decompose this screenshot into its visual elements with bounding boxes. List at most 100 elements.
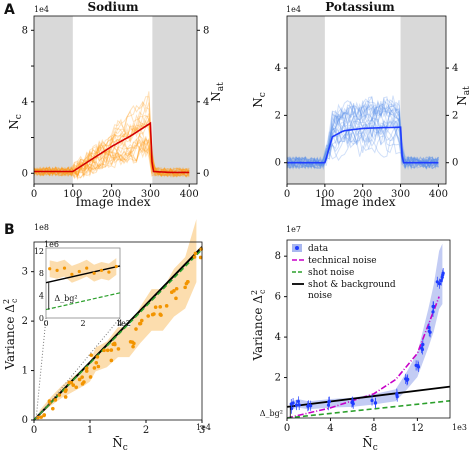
shaded-region	[152, 16, 197, 184]
data-point	[88, 375, 93, 379]
sodium-chart: Sodium 1e4 Nc Nat Image index 0 100 200 300…	[7, 0, 226, 209]
legend-label-bg-cont: noise	[308, 291, 332, 301]
trace-line	[286, 117, 439, 171]
trace-line	[286, 103, 439, 169]
x-tick-label: 100	[315, 189, 334, 200]
panel-label-b: B	[4, 222, 15, 238]
data-point	[395, 392, 399, 396]
mean-line	[287, 126, 439, 164]
data-point	[431, 310, 435, 314]
inset-y-tick-label: 8	[39, 269, 44, 278]
data-point	[139, 318, 144, 323]
y-axis-label: Variance Δ2c	[2, 298, 19, 371]
shaded-region	[400, 16, 446, 184]
trace-line	[286, 96, 439, 170]
data-point	[395, 395, 399, 399]
shaded-region	[34, 16, 73, 184]
potassium-variance-chart: 1e7 1e3 Variance Δ2c N̄c 0 4 8 12 2 4 6 8 Δ_bg² d…	[250, 225, 467, 453]
data-point	[441, 273, 445, 277]
data-point	[198, 255, 203, 260]
y-multiplier: 1e7	[286, 225, 301, 234]
data-point	[134, 327, 138, 331]
data-point	[158, 305, 163, 309]
data-point	[406, 377, 410, 381]
data-point	[351, 402, 355, 406]
legend-label-bg: shot & background	[308, 280, 396, 290]
legend-label-data: data	[308, 244, 329, 254]
trace-line	[33, 145, 190, 179]
inset-connector	[36, 317, 121, 419]
data-point	[416, 365, 421, 369]
x-tick-label: 0	[31, 189, 37, 200]
trace-line	[33, 136, 190, 179]
trace-line	[286, 115, 439, 169]
trace-line	[286, 106, 439, 169]
x-axis-label: Image index	[76, 195, 151, 209]
mean-line	[34, 121, 190, 174]
trace-line	[286, 121, 439, 171]
data-point	[57, 393, 62, 397]
y-tick-label: 4	[275, 332, 281, 343]
y-tick-label: 1	[22, 366, 28, 377]
chart-title: Sodium	[87, 0, 138, 14]
inset-connector	[35, 317, 47, 418]
confidence-band	[39, 219, 197, 416]
legend-marker-data	[295, 246, 299, 250]
data-point	[152, 312, 156, 316]
inset-data-point	[62, 266, 67, 270]
trace-line	[33, 106, 190, 178]
data-point	[102, 348, 106, 353]
x-multiplier: 1e4	[196, 423, 211, 432]
y-tick-label: 2	[275, 110, 281, 121]
data-point	[373, 401, 378, 405]
y-tick-label: 3	[22, 267, 28, 278]
inset-data-point	[48, 267, 52, 271]
y2-tick-label: 4	[203, 97, 209, 108]
inset-data-point	[70, 272, 74, 276]
y2-axis-label: Nat	[209, 82, 226, 102]
inset-data-point	[77, 269, 81, 274]
y2-tick-label: 8	[203, 25, 209, 36]
x-tick-label: 300	[141, 189, 160, 200]
x-tick-label: 2	[143, 425, 149, 436]
inset-data-point	[92, 271, 96, 275]
data-point	[47, 399, 52, 403]
data-point	[192, 255, 197, 259]
x-axis-label: N̄c	[362, 435, 378, 453]
legend-label-shot: shot noise	[308, 268, 354, 278]
trace-line	[286, 103, 439, 171]
trace-line	[286, 120, 439, 169]
y2-tick-label: 4	[452, 63, 458, 74]
y2-tick-label: 0	[452, 158, 458, 169]
data-point	[96, 364, 101, 369]
trace-line	[286, 106, 439, 169]
bg-annotation: Δ_bg²	[260, 409, 283, 418]
data-point	[109, 358, 114, 363]
data-point	[146, 314, 150, 318]
plot-frame	[33, 15, 198, 185]
y-multiplier: 1e8	[34, 223, 49, 232]
data-point	[199, 247, 204, 251]
trace-line	[33, 131, 190, 177]
data-point	[84, 369, 89, 373]
inset-x-tick-label: 0	[43, 319, 48, 328]
data-point	[174, 296, 178, 301]
trace-line	[286, 99, 439, 170]
data-point	[174, 286, 179, 291]
x-multiplier: 1e3	[452, 423, 467, 432]
inset-data-point	[55, 268, 59, 272]
trace-line	[286, 123, 439, 170]
data-point	[414, 363, 418, 367]
y2-tick-label: 2	[452, 110, 458, 121]
data-point	[105, 348, 110, 353]
data-point	[153, 305, 158, 309]
shaded-region	[287, 16, 325, 184]
inset-x-tick-label: 4	[117, 319, 122, 328]
y-axis-label: Variance Δ2c	[250, 289, 267, 362]
inset-annotation: Δ_bg²	[54, 294, 77, 303]
x-tick-label: 100	[63, 189, 82, 200]
trace-line	[286, 102, 439, 169]
data-point	[184, 281, 189, 286]
inset-x-multiplier: 1e2	[116, 319, 131, 328]
x-tick-label: 0	[31, 425, 37, 436]
